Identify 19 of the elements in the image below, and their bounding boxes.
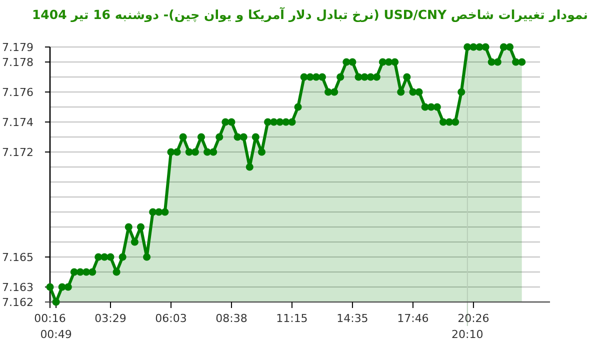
x-tick-label: 08:38 <box>216 312 248 325</box>
x-tick-label: 06:03 <box>155 312 187 325</box>
y-tick-label: 7.163 <box>2 281 34 294</box>
x-tick-label: 00:49 <box>40 328 72 341</box>
x-tick-label: 20:26 <box>458 312 490 325</box>
y-tick-label: 7.174 <box>2 116 34 129</box>
x-tick-label: 20:10 <box>452 328 484 341</box>
y-tick-label: 7.172 <box>2 146 34 159</box>
x-tick-label: 11:15 <box>276 312 308 325</box>
x-tick-label: 00:16 <box>34 312 66 325</box>
x-tick-label: 17:46 <box>397 312 429 325</box>
y-tick-label: 7.179 <box>2 41 34 54</box>
y-tick-label: 7.162 <box>2 296 34 309</box>
y-tick-label: 7.176 <box>2 86 34 99</box>
x-tick-label: 03:29 <box>94 312 126 325</box>
y-tick-label: 7.165 <box>2 251 34 264</box>
x-tick-label: 14:35 <box>336 312 368 325</box>
chart-title: نمودار تغییرات شاخص USD/CNY (نرخ تبادل دلار آمریکا و یوان چین)- دوشنبه 16 تیر 1404 <box>32 7 588 23</box>
y-tick-label: 7.178 <box>2 56 34 69</box>
